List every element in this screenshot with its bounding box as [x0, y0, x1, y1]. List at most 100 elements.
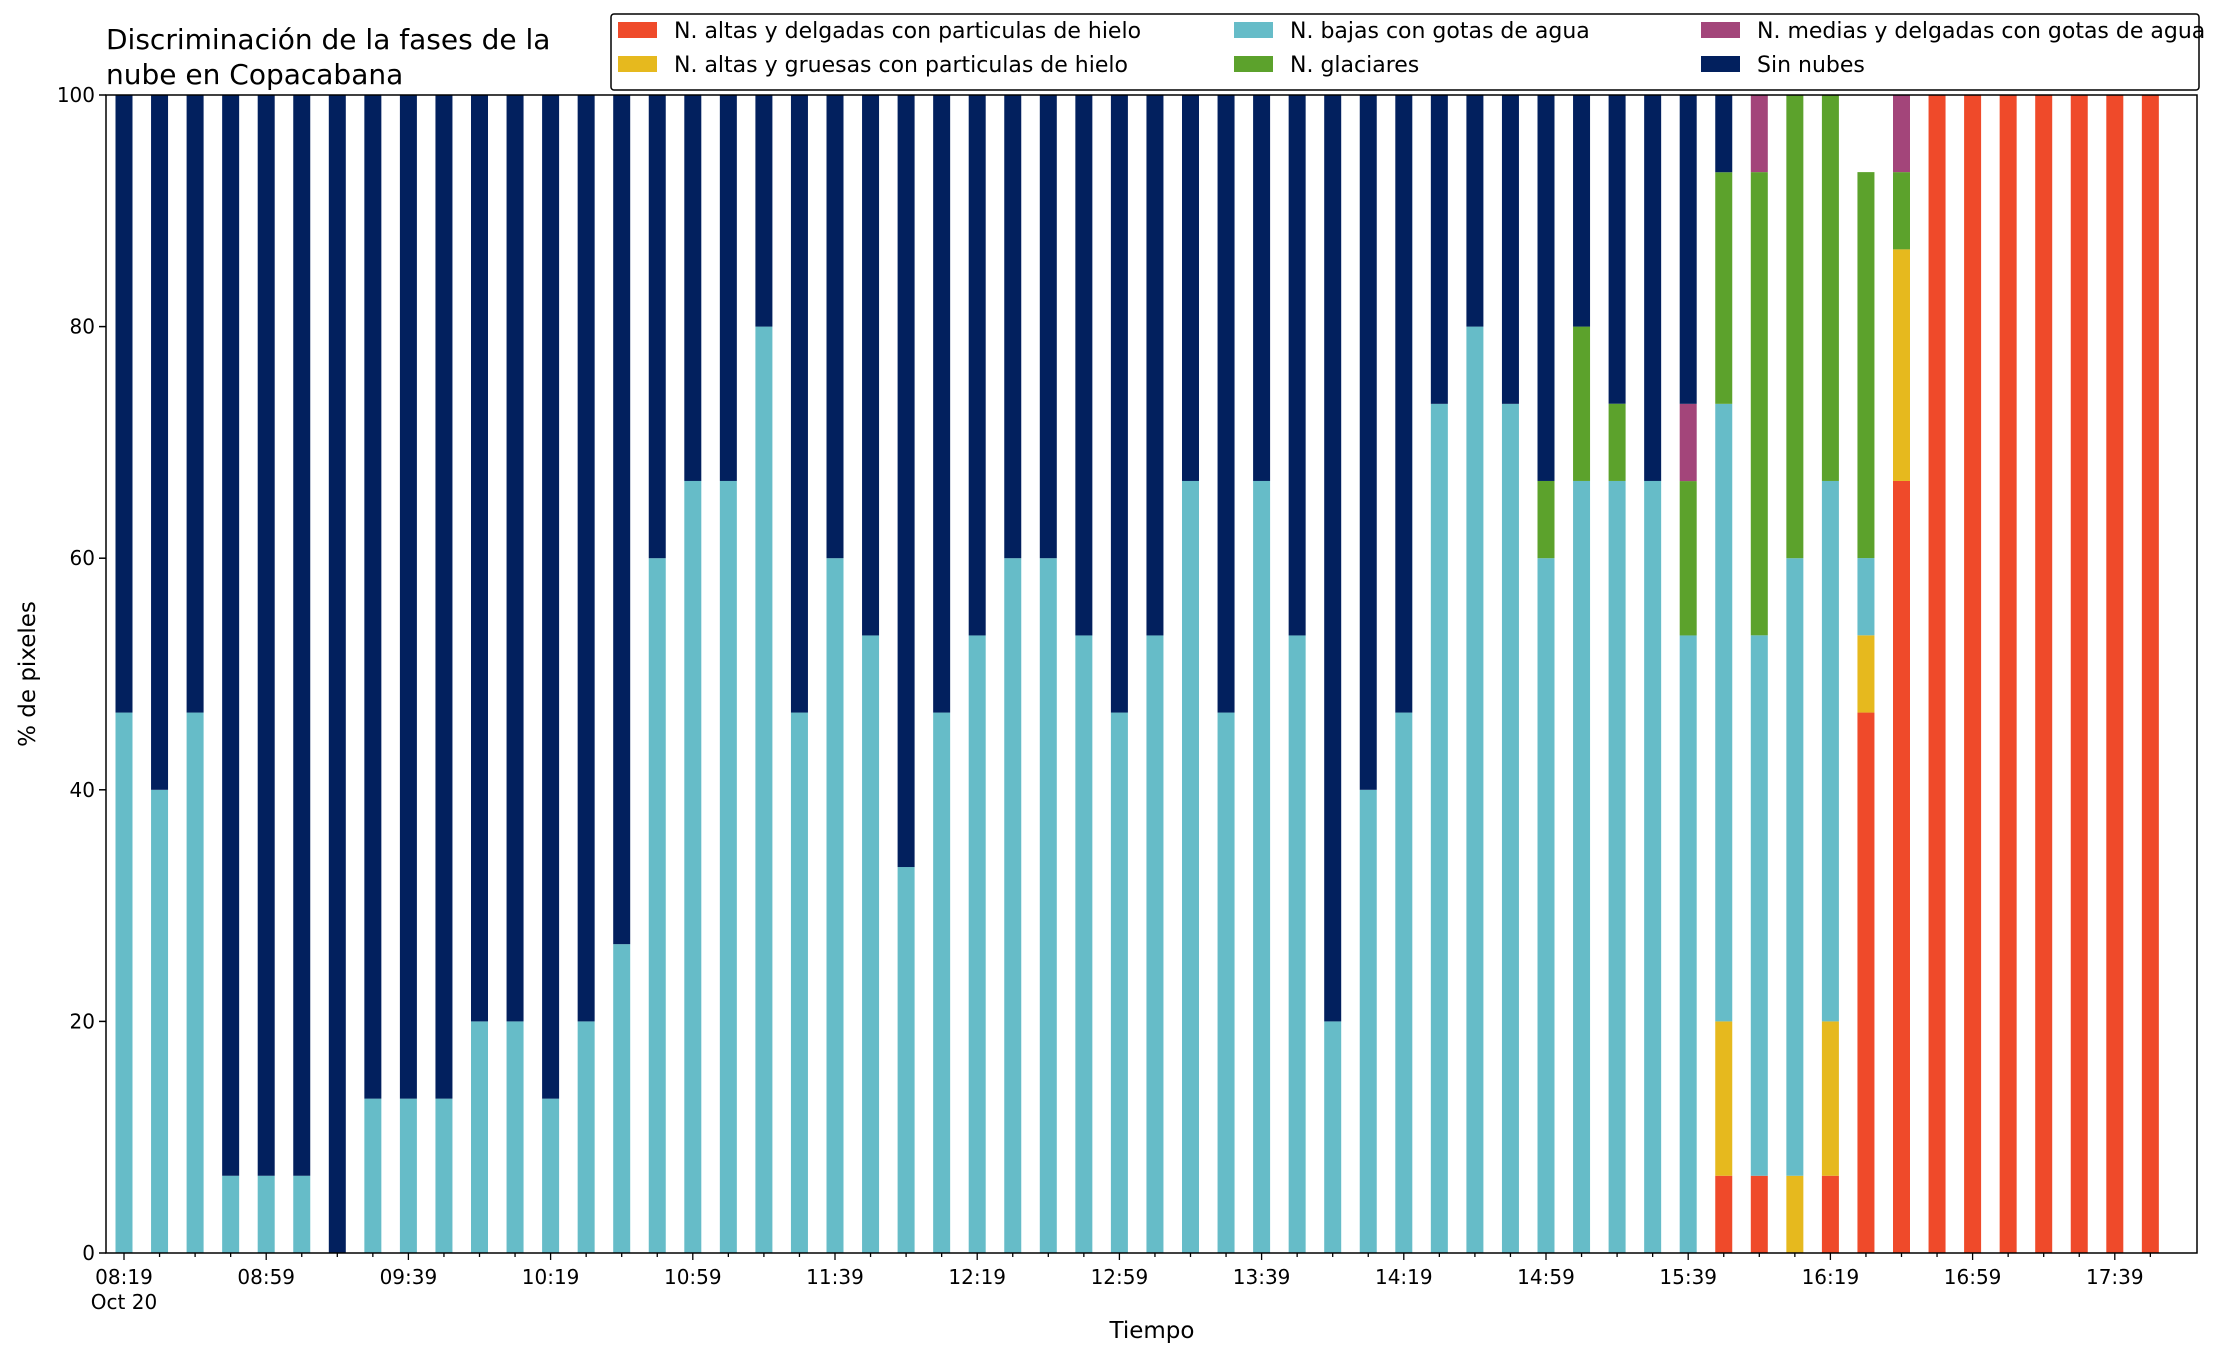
bar-segment-s2-41: [1573, 480, 1591, 1254]
bar-segment-s5-11: [506, 95, 524, 1022]
bar-segment-s2-14: [613, 944, 631, 1253]
bar-segment-s2-44: [1679, 635, 1697, 1253]
bar-segment-s5-10: [471, 95, 488, 1022]
bar-segment-s2-28: [1110, 712, 1128, 1253]
bar-segment-s2-36: [1395, 712, 1413, 1253]
y-tick-label: 60: [70, 546, 95, 570]
y-tick-label: 100: [57, 83, 95, 107]
y-tick-label: 0: [82, 1241, 95, 1265]
bar-segment-s5-22: [897, 95, 915, 868]
bar-segment-s2-12: [542, 1098, 560, 1253]
bar-segment-s2-29: [1146, 635, 1164, 1253]
legend-swatch: [1701, 56, 1740, 72]
bar-segment-s0-55: [2070, 95, 2088, 1253]
bar-segment-s5-23: [933, 95, 951, 713]
bar-segment-s2-32: [1253, 480, 1271, 1254]
bar-segment-s1-45: [1715, 1021, 1733, 1176]
bar-segment-s5-40: [1537, 95, 1555, 481]
bar-segment-s0-56: [2106, 95, 2124, 1253]
x-axis-label: Tiempo: [1109, 1318, 1195, 1344]
bar-segment-s5-12: [542, 95, 560, 1099]
bar-segment-s5-27: [1075, 95, 1093, 636]
bar-segment-s0-54: [2035, 95, 2053, 1253]
bar-segment-s3-47: [1786, 95, 1804, 559]
bar-segment-s2-8: [399, 1098, 417, 1253]
bar-segment-s5-28: [1110, 95, 1128, 713]
bar-segment-s5-13: [577, 95, 595, 1022]
bar-segment-s2-34: [1324, 1021, 1342, 1253]
bar-segment-s4-44: [1679, 403, 1697, 482]
bar-segment-s1-48: [1821, 1021, 1839, 1176]
chart-title-line-2: nube en Copacabana: [106, 58, 403, 91]
bar-segment-s5-7: [364, 95, 382, 1099]
bars-group: [115, 94, 2159, 1254]
x-tick-label: 12:19: [948, 1265, 1006, 1289]
bar-segment-s5-38: [1466, 95, 1484, 327]
bar-segment-s5-30: [1182, 95, 1199, 481]
legend-label: N. bajas con gotas de agua: [1290, 19, 1590, 44]
bar-segment-s3-49: [1857, 172, 1875, 559]
bar-segment-s2-5: [293, 1175, 311, 1253]
bar-segment-s2-18: [755, 326, 773, 1254]
bar-segment-s2-10: [471, 1021, 488, 1253]
x-tick-label: 11:39: [806, 1265, 864, 1289]
bar-segment-s2-30: [1182, 480, 1199, 1254]
bar-segment-s0-57: [2141, 95, 2159, 1253]
bar-segment-s5-33: [1288, 95, 1306, 636]
legend-label: Sin nubes: [1757, 53, 1865, 78]
bar-segment-s2-4: [257, 1175, 275, 1253]
bar-segment-s2-22: [897, 867, 915, 1253]
legend: N. altas y delgadas con particulas de hi…: [610, 13, 2205, 91]
bar-segment-s1-49: [1857, 635, 1875, 713]
bar-segment-s5-32: [1253, 95, 1271, 481]
bar-segment-s2-25: [1004, 558, 1022, 1253]
bar-segment-s2-48: [1821, 480, 1839, 1022]
bar-segment-s2-45: [1715, 403, 1733, 1022]
bar-segment-s2-2: [186, 712, 204, 1253]
bar-segment-s0-45: [1715, 1175, 1733, 1253]
bar-segment-s2-46: [1750, 635, 1768, 1176]
x-tick-label: 16:19: [1802, 1265, 1860, 1289]
bar-segment-s2-35: [1359, 789, 1377, 1253]
legend-swatch: [1234, 56, 1273, 72]
bar-segment-s2-42: [1608, 480, 1626, 1254]
bar-segment-s5-42: [1608, 94, 1626, 404]
bar-segment-s4-50: [1893, 94, 1910, 173]
bar-segment-s2-13: [577, 1021, 595, 1253]
bar-segment-s0-52: [1964, 95, 1982, 1253]
x-tick-label: 09:39: [380, 1265, 438, 1289]
bar-segment-s2-47: [1786, 558, 1804, 1176]
bar-segment-s5-5: [293, 95, 311, 1176]
y-tick-label: 80: [70, 315, 95, 339]
legend-swatch: [1701, 22, 1740, 38]
bar-segment-s5-36: [1395, 95, 1413, 713]
legend-label: N. glaciares: [1290, 53, 1419, 78]
bar-segment-s3-40: [1537, 480, 1555, 559]
bar-segment-s0-46: [1750, 1175, 1768, 1253]
x-tick-label: 10:59: [664, 1265, 722, 1289]
bar-segment-s5-6: [328, 95, 346, 1253]
bar-segment-s3-48: [1821, 95, 1839, 481]
bar-segment-s3-42: [1608, 403, 1626, 481]
bar-segment-s2-33: [1288, 635, 1306, 1253]
bar-segment-s0-50: [1893, 480, 1910, 1254]
bar-segment-s5-20: [826, 95, 844, 559]
bar-segment-s5-37: [1430, 95, 1448, 404]
bar-segment-s2-24: [968, 635, 986, 1253]
bar-segment-s2-49: [1857, 558, 1875, 636]
bar-segment-s2-38: [1466, 326, 1484, 1254]
bar-segment-s2-43: [1644, 480, 1662, 1254]
bar-segment-s2-21: [862, 635, 880, 1253]
y-axis-label: % de pixeles: [15, 601, 41, 747]
bar-segment-s2-11: [506, 1021, 524, 1253]
bar-segment-s5-2: [186, 95, 204, 713]
x-tick-label: 14:19: [1375, 1265, 1433, 1289]
bar-segment-s2-20: [826, 558, 844, 1253]
bar-segment-s0-53: [1999, 95, 2017, 1253]
bar-segment-s2-31: [1217, 712, 1235, 1253]
x-tick-label: 08:19: [95, 1265, 153, 1289]
x-tick-label: 15:39: [1659, 1265, 1717, 1289]
legend-label: N. altas y gruesas con particulas de hie…: [674, 53, 1128, 78]
x-tick-label: 13:39: [1233, 1265, 1291, 1289]
x-tick-label: 16:59: [1944, 1265, 2002, 1289]
